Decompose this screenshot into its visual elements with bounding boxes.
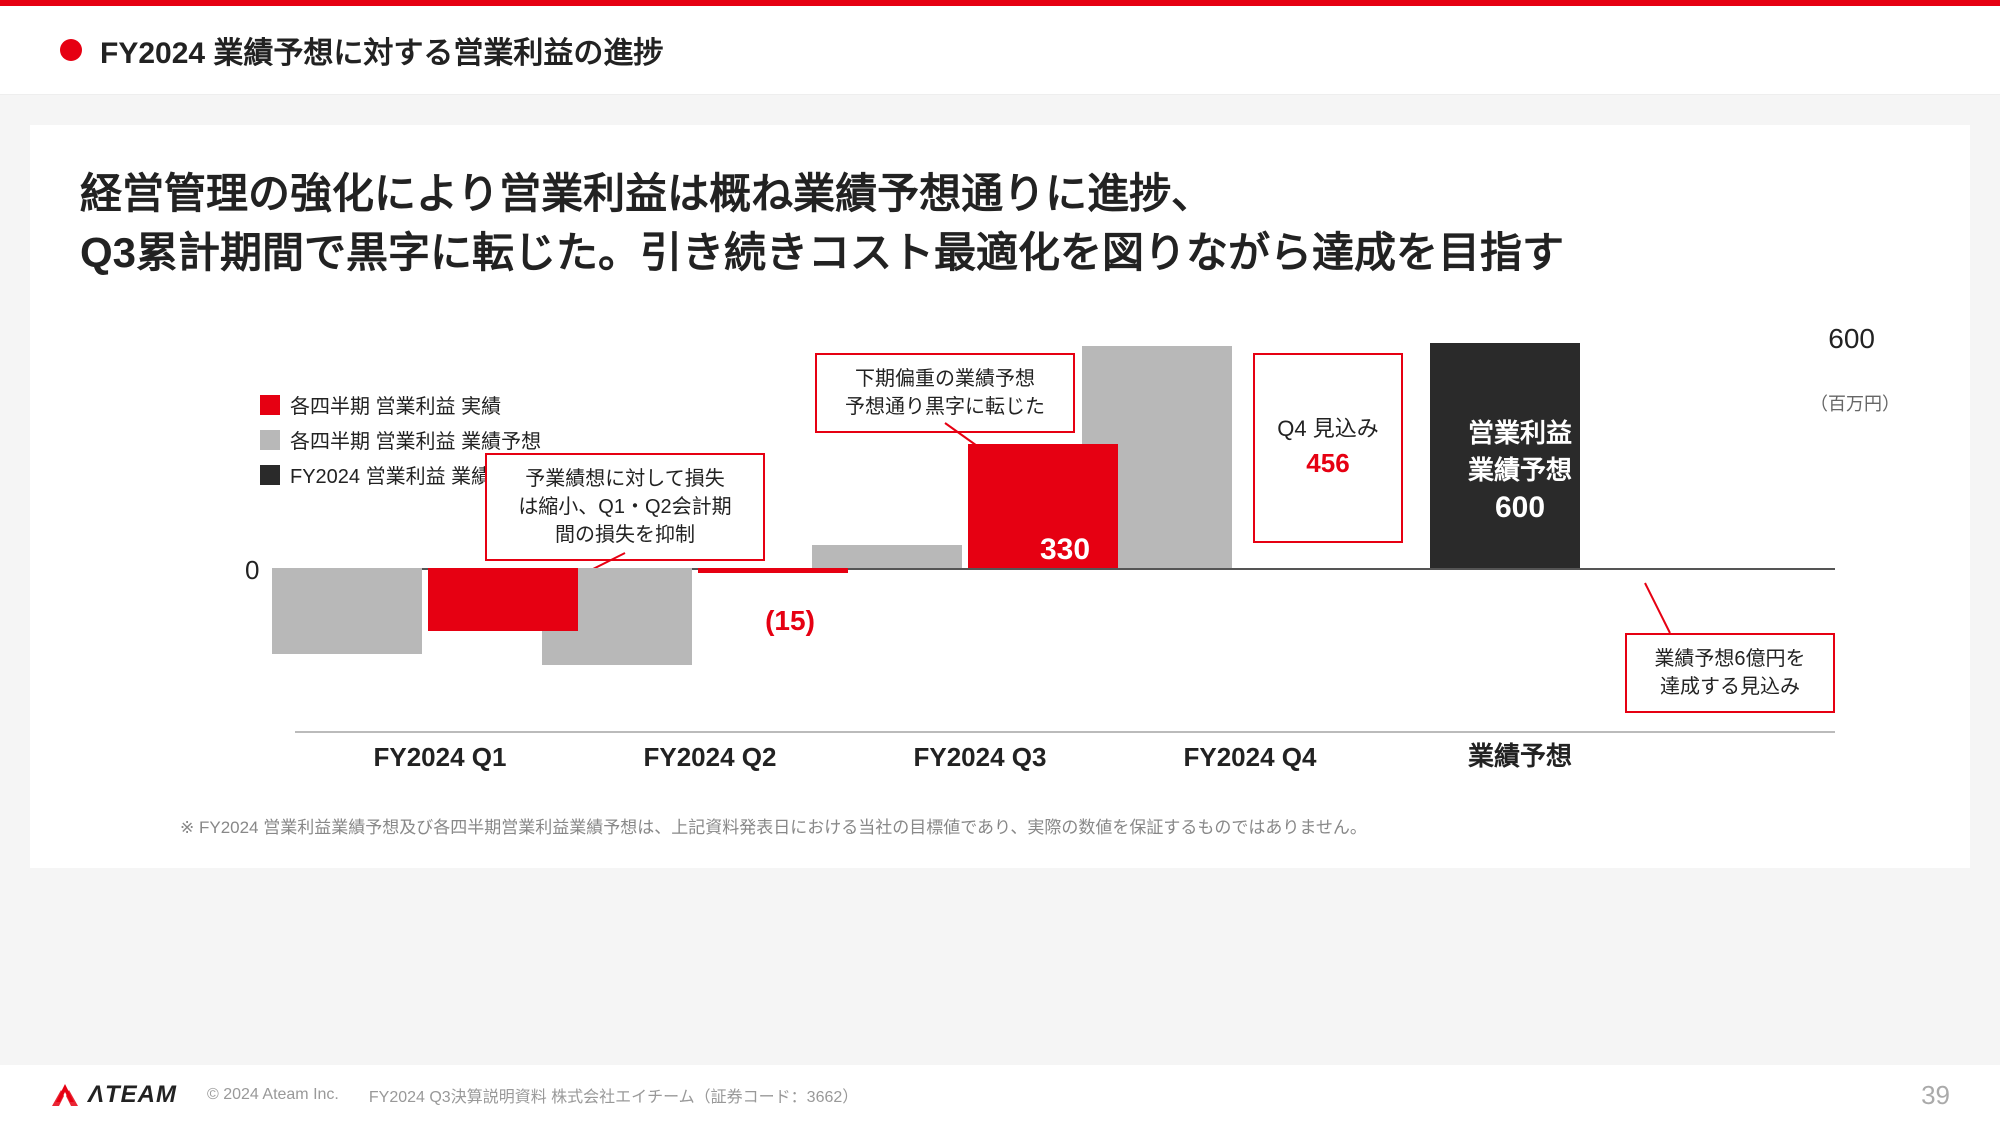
target-bar-l2: 業績予想 bbox=[1445, 450, 1595, 487]
headline-line1: 経営管理の強化により営業利益は概ね業績予想通りに進捗、 bbox=[80, 165, 1920, 224]
bar-forecast-q1 bbox=[272, 568, 422, 654]
target-bar-l3: 600 bbox=[1445, 491, 1595, 525]
doc-title: FY2024 Q3決算説明資料 株式会社エイチーム（証券コード：3662） bbox=[369, 1083, 858, 1107]
q3-actual-label: 330 bbox=[985, 533, 1145, 567]
bar-actual-q2 bbox=[698, 568, 848, 574]
xlabel-q4: FY2024 Q4 bbox=[1150, 742, 1350, 773]
callout-q1q2-l2: は縮小、Q1・Q2会計期 bbox=[503, 493, 747, 521]
callout-target-l2: 達成する見込み bbox=[1643, 673, 1817, 701]
xlabel-q1: FY2024 Q1 bbox=[340, 742, 540, 773]
q4-outlook-title: Q4 見込み bbox=[1271, 414, 1385, 445]
q4-outlook-value: 456 bbox=[1271, 445, 1385, 481]
header-title: FY2024 業績予想に対する営業利益の進捗 bbox=[100, 28, 663, 72]
footnote: ※ FY2024 営業利益業績予想及び各四半期営業利益業績予想は、上記資料発表日… bbox=[80, 813, 1920, 838]
headline: 経営管理の強化により営業利益は概ね業績予想通りに進捗、 Q3累計期間で黒字に転じ… bbox=[80, 165, 1920, 283]
y-tick-max: 600 bbox=[1828, 323, 1875, 355]
target-bar-label: 営業利益 業績予想 600 bbox=[1445, 413, 1595, 525]
logo: ΛTEAM bbox=[50, 1081, 177, 1109]
headline-line2: Q3累計期間で黒字に転じた。引き続きコスト最適化を図りながら達成を目指す bbox=[80, 224, 1920, 283]
bar-forecast-q3 bbox=[812, 545, 962, 568]
y-tick-0: 0 bbox=[245, 555, 259, 586]
main-panel: 経営管理の強化により営業利益は概ね業績予想通りに進捗、 Q3累計期間で黒字に転じ… bbox=[30, 125, 1970, 868]
logo-text: ΛTEAM bbox=[88, 1081, 177, 1109]
xlabel-q2: FY2024 Q2 bbox=[610, 742, 810, 773]
header-bullet-icon bbox=[60, 39, 82, 61]
copyright: © 2024 Ateam Inc. bbox=[207, 1086, 339, 1104]
callout-q1q2-l3: 間の損失を抑制 bbox=[503, 521, 747, 549]
xlabel-target: 業績予想 bbox=[1420, 736, 1620, 773]
slide-header: FY2024 業績予想に対する営業利益の進捗 bbox=[0, 6, 2000, 95]
q4-outlook-box: Q4 見込み 456 bbox=[1253, 353, 1403, 543]
callout-target-l1: 業績予想6億円を bbox=[1643, 645, 1817, 673]
callout-q3: 下期偏重の業績予想 予想通り黒字に転じた bbox=[815, 353, 1075, 433]
target-bar-l1: 営業利益 bbox=[1445, 413, 1595, 450]
chart-area: 0 600 予業績想に対して損失 は縮小、Q1・Q2会計期 間の損失を抑制 下期… bbox=[115, 323, 1885, 803]
logo-icon bbox=[50, 1082, 80, 1108]
bar-actual-q1 bbox=[428, 568, 578, 632]
callout-target: 業績予想6億円を 達成する見込み bbox=[1625, 633, 1835, 713]
xlabel-q3: FY2024 Q3 bbox=[880, 742, 1080, 773]
q2-actual-label: (15) bbox=[710, 605, 870, 637]
callout-q1q2: 予業績想に対して損失 は縮小、Q1・Q2会計期 間の損失を抑制 bbox=[485, 453, 765, 561]
footer: ΛTEAM © 2024 Ateam Inc. FY2024 Q3決算説明資料 … bbox=[0, 1065, 2000, 1125]
callout-q3-l1: 下期偏重の業績予想 bbox=[833, 365, 1057, 393]
baseline bbox=[295, 731, 1835, 733]
callout-q1q2-l1: 予業績想に対して損失 bbox=[503, 465, 747, 493]
callout-q3-l2: 予想通り黒字に転じた bbox=[833, 393, 1057, 421]
page-number: 39 bbox=[1921, 1080, 1950, 1111]
